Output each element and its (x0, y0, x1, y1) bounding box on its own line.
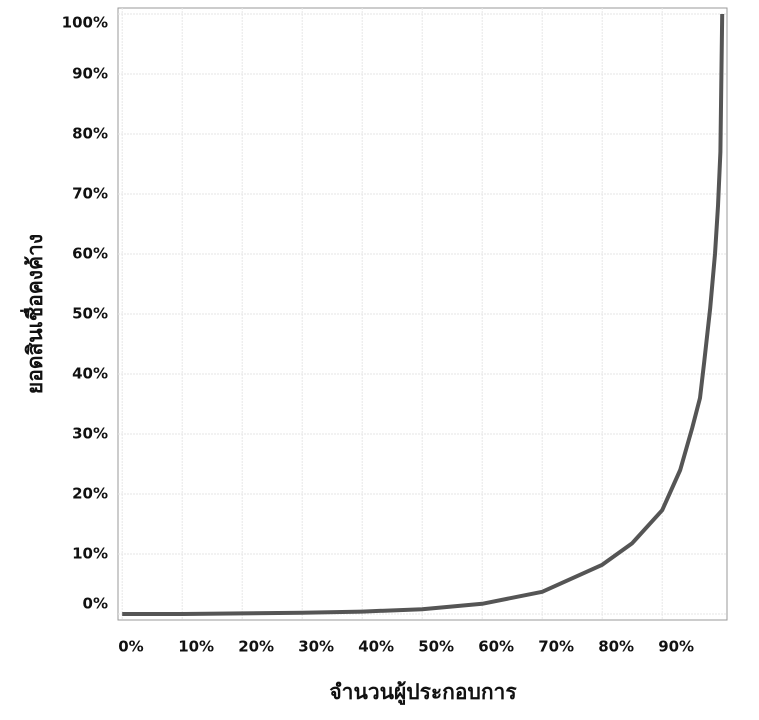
x-tick-label: 70% (538, 638, 574, 656)
x-tick-label: 50% (418, 638, 454, 656)
y-tick-label: 90% (72, 65, 108, 83)
y-tick-label: 80% (72, 125, 108, 143)
y-tick-label: 70% (72, 185, 108, 203)
y-tick-label: 60% (72, 245, 108, 263)
y-tick-label: 30% (72, 425, 108, 443)
x-tick-label: 0% (118, 638, 143, 656)
x-tick-label: 90% (658, 638, 694, 656)
x-tick-label: 60% (478, 638, 514, 656)
x-tick-label: 20% (238, 638, 274, 656)
y-tick-label: 40% (72, 365, 108, 383)
y-tick-label: 100% (62, 14, 108, 32)
data-line (122, 13, 725, 616)
y-tick-label: 50% (72, 305, 108, 323)
y-tick-label: 10% (72, 545, 108, 563)
x-axis-title: จำนวนผู้ประกอบการ (329, 680, 517, 706)
x-tick-label: 80% (598, 638, 634, 656)
y-axis-title: ยอดสินเชื่อคงค้าง (19, 234, 47, 394)
x-tick-label: 30% (298, 638, 334, 656)
y-tick-label: 20% (72, 485, 108, 503)
x-tick-label: 10% (178, 638, 214, 656)
y-tick-label: 0% (83, 595, 108, 613)
x-tick-label: 40% (358, 638, 394, 656)
